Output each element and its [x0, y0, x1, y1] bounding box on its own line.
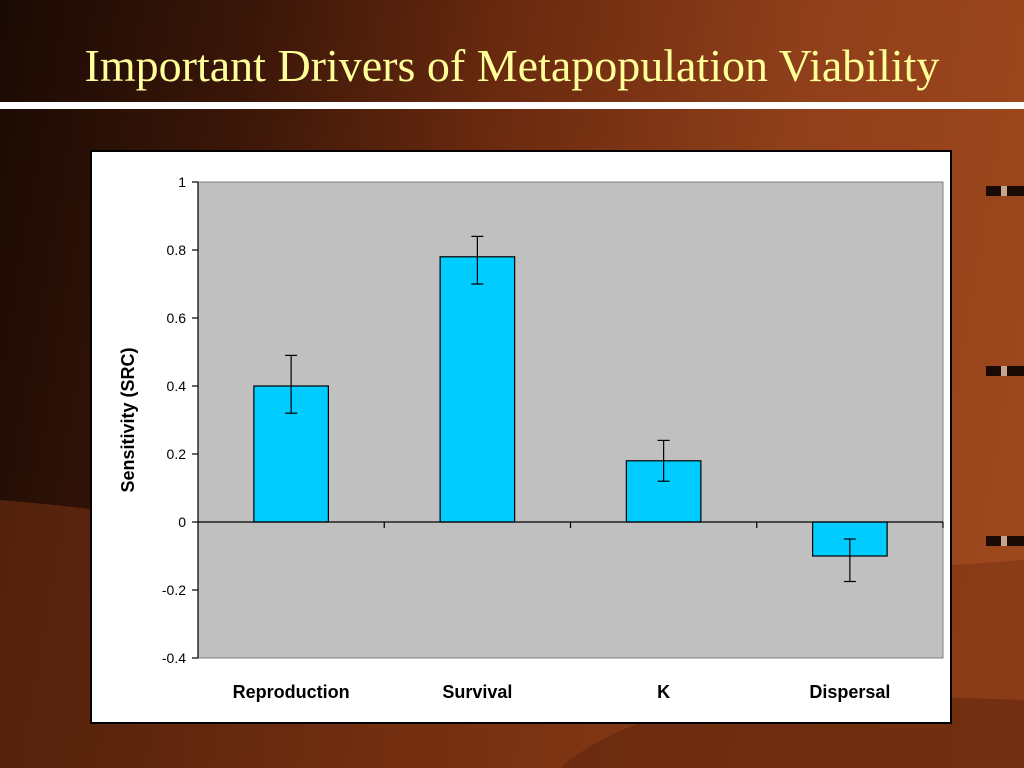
- title-divider: [0, 102, 1024, 109]
- y-tick-label: 0: [178, 514, 186, 530]
- error-bar: [843, 538, 856, 583]
- error-bar: [471, 235, 484, 285]
- x-category-label: Reproduction: [233, 682, 350, 702]
- error-bars: [285, 235, 856, 583]
- decorative-bar-2: [986, 366, 1024, 376]
- x-category-label: K: [657, 682, 670, 702]
- decorative-bar-3: [986, 536, 1024, 546]
- y-axis-ticks: 1 0.8 0.6 0.4 0.2 0 -0.2 -0.4: [162, 174, 198, 666]
- x-axis-ticks: [383, 522, 944, 528]
- error-bar: [657, 439, 670, 482]
- y-tick-label: 1: [178, 174, 186, 190]
- y-tick-label: -0.4: [162, 650, 186, 666]
- decorative-bar-1: [986, 186, 1024, 196]
- x-category-label: Dispersal: [809, 682, 890, 702]
- x-axis-labels: Reproduction Survival K Dispersal: [233, 682, 891, 702]
- y-tick-label: 0.8: [167, 242, 187, 258]
- y-tick-label: 0.4: [167, 378, 187, 394]
- y-tick-label: 0.6: [167, 310, 187, 326]
- chart-frame: 1 0.8 0.6 0.4 0.2 0 -0.2 -0.4 Reproduction Survi…: [90, 150, 952, 724]
- x-category-label: Survival: [442, 682, 512, 702]
- slide-title: Important Drivers of Metapopulation Viab…: [84, 40, 940, 91]
- error-bar: [285, 354, 298, 414]
- y-tick-label: -0.2: [162, 582, 186, 598]
- bar-chart: 1 0.8 0.6 0.4 0.2 0 -0.2 -0.4 Reproduction Survi…: [118, 174, 944, 702]
- y-axis-title: Sensitivity (SRC): [118, 347, 138, 492]
- y-tick-label: 0.2: [167, 446, 187, 462]
- bar-survival: [439, 256, 516, 523]
